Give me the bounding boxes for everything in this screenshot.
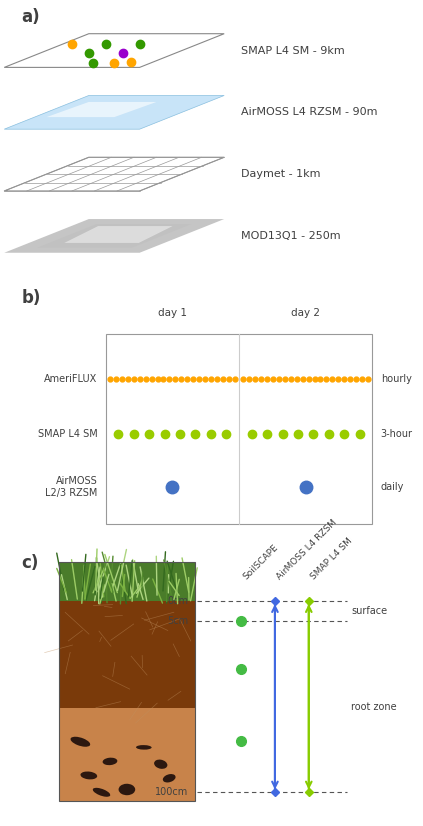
Text: Daymet - 1km: Daymet - 1km <box>241 169 321 179</box>
Ellipse shape <box>80 771 97 780</box>
Polygon shape <box>4 34 224 68</box>
Text: day 1: day 1 <box>158 308 187 318</box>
Text: AirMOSS L4 RZSM: AirMOSS L4 RZSM <box>275 518 338 582</box>
Text: day 2: day 2 <box>291 308 320 318</box>
Ellipse shape <box>136 745 151 750</box>
Polygon shape <box>64 226 173 243</box>
Text: 100cm: 100cm <box>155 787 188 797</box>
Text: c): c) <box>21 553 38 572</box>
Text: 5cm: 5cm <box>167 616 188 626</box>
Text: root zone: root zone <box>351 701 397 712</box>
Bar <box>59 708 195 800</box>
Bar <box>59 562 195 601</box>
Text: AmeriFLUX: AmeriFLUX <box>44 373 97 383</box>
Text: surface: surface <box>351 606 387 616</box>
Text: AirMOSS
L2/3 RZSM: AirMOSS L2/3 RZSM <box>45 477 97 498</box>
Text: a): a) <box>21 8 40 26</box>
Ellipse shape <box>163 774 176 782</box>
Bar <box>59 601 195 708</box>
Text: hourly: hourly <box>381 373 412 383</box>
Polygon shape <box>4 157 224 191</box>
Ellipse shape <box>93 788 110 797</box>
Ellipse shape <box>103 757 117 765</box>
Text: SMAP L4 SM: SMAP L4 SM <box>38 430 97 439</box>
Text: SMAP L4 SM - 9km: SMAP L4 SM - 9km <box>241 45 345 55</box>
Text: daily: daily <box>381 482 404 492</box>
Polygon shape <box>4 96 224 129</box>
Polygon shape <box>37 224 191 248</box>
Polygon shape <box>4 219 224 253</box>
Polygon shape <box>47 102 157 117</box>
Text: b): b) <box>21 289 41 306</box>
Ellipse shape <box>118 784 135 795</box>
Text: 3-hour: 3-hour <box>381 430 413 439</box>
Text: MOD13Q1 - 250m: MOD13Q1 - 250m <box>241 231 341 241</box>
Text: SMAP L4 SM: SMAP L4 SM <box>309 537 354 582</box>
Ellipse shape <box>71 737 90 747</box>
Bar <box>106 334 372 524</box>
Text: SoilSCAPE: SoilSCAPE <box>241 543 280 582</box>
Bar <box>59 562 195 800</box>
Text: AirMOSS L4 RZSM - 90m: AirMOSS L4 RZSM - 90m <box>241 107 378 117</box>
Polygon shape <box>70 229 158 243</box>
Text: 0cm: 0cm <box>167 596 188 606</box>
Ellipse shape <box>154 760 168 769</box>
